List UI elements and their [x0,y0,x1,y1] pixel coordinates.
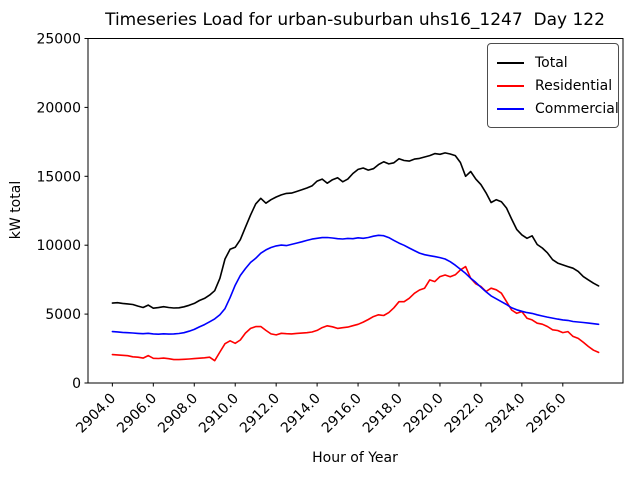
legend: Total Residential Commercial [487,43,619,128]
legend-entry-residential: Residential [497,74,613,97]
x-axis-label: Hour of Year [312,450,398,466]
legend-label-commercial: Commercial [535,100,619,117]
axes-box [87,38,624,384]
series-line-total [111,152,600,310]
x-tick-label: 2918.0 [360,391,406,437]
y-tick-label: 25000 [36,32,81,48]
legend-label-total: Total [535,54,568,71]
y-axis-label: kW total [8,181,24,239]
y-tick-label: 0 [72,376,81,392]
x-tick-label: 2914.0 [278,391,324,437]
legend-line-residential [497,84,524,87]
y-tick-label: 10000 [36,238,81,254]
legend-entry-total: Total [497,51,609,74]
legend-label-residential: Residential [535,77,613,94]
x-tick-label: 2920.0 [401,391,447,437]
legend-entry-commercial: Commercial [497,97,619,120]
series-line-commercial [111,234,600,336]
x-tick-label: 2916.0 [319,391,365,437]
y-tick-label: 15000 [36,169,81,185]
x-tick-label: 2926.0 [524,391,570,437]
legend-line-total [497,61,524,64]
x-tick-label: 2910.0 [196,391,242,437]
y-tick-label: 5000 [45,307,81,323]
x-tick-label: 2912.0 [237,391,283,437]
chart-title: Timeseries Load for urban-suburban uhs16… [104,10,605,30]
x-tick-label: 2924.0 [483,391,529,437]
x-tick-label: 2908.0 [155,391,201,437]
y-tick-label: 20000 [36,100,81,116]
x-tick-label: 2904.0 [73,391,119,437]
x-tick-label: 2922.0 [442,391,488,437]
x-tick-label: 2906.0 [114,391,160,437]
legend-line-commercial [497,107,524,110]
series-line-residential [111,265,600,362]
